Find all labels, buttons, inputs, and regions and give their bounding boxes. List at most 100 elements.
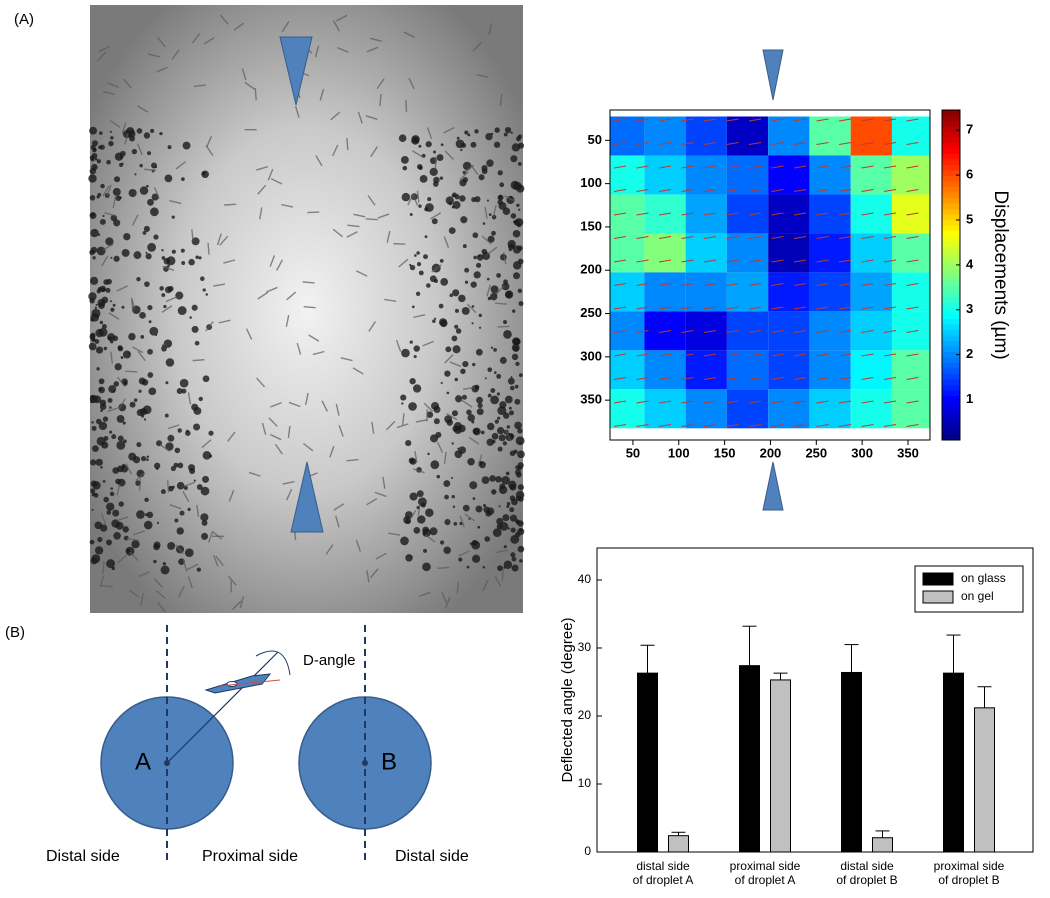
cell-cluster <box>416 262 422 267</box>
cell-cluster <box>460 216 468 224</box>
cell-cluster <box>100 466 103 469</box>
quiver-arrow <box>636 212 649 216</box>
bar <box>943 672 964 853</box>
cell-body <box>241 68 247 81</box>
quiver-arrow <box>636 353 649 357</box>
cell-cluster <box>484 377 487 380</box>
cell-cluster <box>91 308 101 318</box>
cell-cluster <box>475 505 483 513</box>
heat-cell <box>891 155 930 195</box>
cell-cluster <box>101 287 106 292</box>
cell-cluster <box>497 446 503 452</box>
colorbar-segment <box>942 236 960 243</box>
angle-arc <box>255 650 291 676</box>
cell-cluster <box>156 521 160 525</box>
cell-body <box>368 321 377 332</box>
cell-cluster <box>429 167 438 176</box>
colorbar-segment <box>942 220 960 226</box>
quiver-arrow <box>793 118 807 122</box>
cell-cluster <box>208 430 214 436</box>
cell-cluster <box>511 143 521 152</box>
cell-cluster <box>94 157 98 161</box>
cell-body <box>434 156 437 169</box>
cell-cluster <box>114 363 122 371</box>
cell-cluster <box>443 480 451 487</box>
cell-cluster <box>462 504 470 512</box>
cell-cluster <box>163 339 173 348</box>
quiver-arrow <box>703 189 717 192</box>
cell-cluster <box>123 233 131 241</box>
cell-cluster <box>510 376 513 379</box>
cell-cluster <box>473 271 481 279</box>
quiver-arrow <box>838 165 852 169</box>
cell-cluster <box>167 541 176 550</box>
quiver-arrow <box>838 142 852 145</box>
colorbar-segment <box>942 363 960 369</box>
cell-cluster <box>209 454 213 458</box>
cell-cluster <box>503 132 508 137</box>
cell-cluster <box>89 249 95 256</box>
cell-cluster <box>128 188 137 198</box>
cell-cluster <box>433 317 437 320</box>
cell-cluster <box>504 395 513 404</box>
cell-body <box>196 504 200 517</box>
cell-cluster <box>496 427 505 435</box>
cell-cluster <box>453 522 458 526</box>
cell-body <box>136 143 143 156</box>
cell-cluster <box>117 345 123 351</box>
cell-cluster <box>121 464 126 469</box>
cell-cluster <box>139 311 146 319</box>
cell-body <box>187 576 193 589</box>
cell-body <box>287 425 291 438</box>
cell-cluster <box>501 475 510 485</box>
colorbar-segment <box>942 247 960 254</box>
quiver-arrow <box>883 283 897 286</box>
quiver-arrow <box>906 353 919 357</box>
cell <box>204 673 272 694</box>
cell-body <box>408 77 415 90</box>
cell-cluster <box>462 360 469 368</box>
cell-cluster <box>90 488 96 494</box>
cell-body <box>116 554 127 564</box>
cell-cluster <box>506 504 510 508</box>
cell-cluster <box>409 378 416 385</box>
cell-body <box>215 555 224 566</box>
colorbar-segment <box>942 374 960 380</box>
quiver-arrow <box>681 142 694 145</box>
cell-body <box>216 233 222 246</box>
cell-cluster <box>94 306 98 309</box>
cell-cluster <box>511 564 519 572</box>
cell-cluster <box>436 154 444 161</box>
cell-cluster <box>476 408 484 416</box>
quiver-arrow <box>703 212 717 216</box>
cell-cluster <box>191 237 200 246</box>
quiver-arrow <box>816 283 829 286</box>
cell-cluster <box>502 319 508 325</box>
quiver-arrow <box>906 142 919 145</box>
cell-cluster <box>99 403 107 410</box>
cell-cluster <box>417 515 426 524</box>
cell-cluster <box>101 324 107 330</box>
colorbar-segment <box>942 324 960 331</box>
cell-body <box>219 235 229 246</box>
cell-body <box>496 549 509 554</box>
cell-cluster <box>510 527 516 533</box>
charts: 50 100 150 200 250 300 35050100150200250300350… <box>559 109 1034 887</box>
cell-cluster <box>196 567 201 572</box>
cell-cluster <box>471 322 474 325</box>
cell-body <box>110 351 114 364</box>
cell-cluster <box>201 532 209 540</box>
cell-cluster <box>200 276 205 281</box>
cell-cluster <box>106 559 116 569</box>
cell-cluster <box>114 176 121 183</box>
cell-body <box>254 88 257 101</box>
cell-cluster <box>416 490 424 498</box>
heat-cell <box>685 194 727 234</box>
cell-cluster <box>518 301 524 307</box>
cell-body <box>312 350 325 356</box>
cell-body <box>218 319 231 324</box>
cell-body <box>332 144 339 157</box>
colorbar-segment <box>942 132 960 138</box>
heat-cell <box>768 116 810 156</box>
cell-cluster <box>182 141 191 150</box>
